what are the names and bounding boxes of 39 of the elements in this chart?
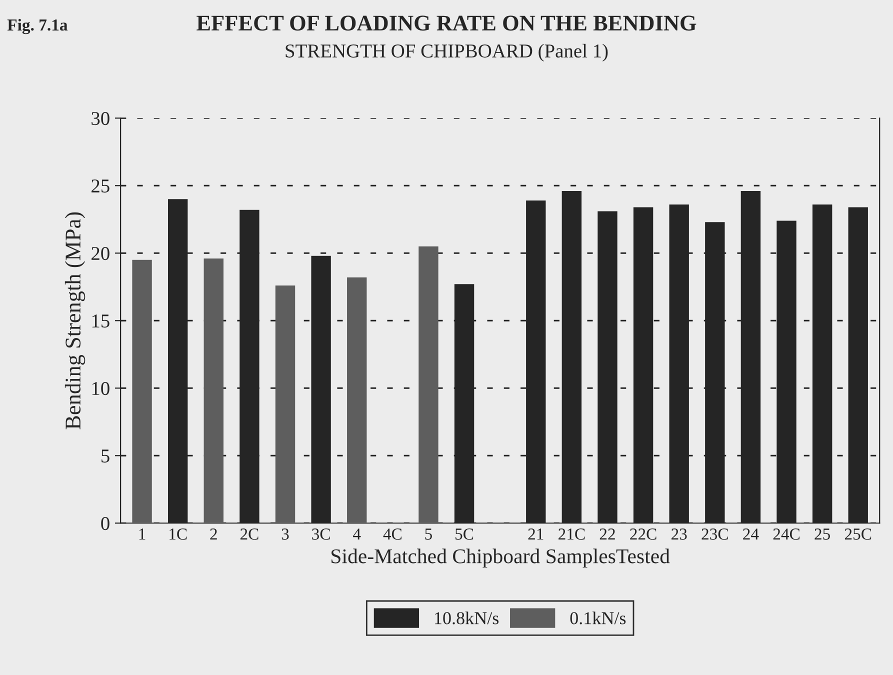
bar <box>275 286 296 524</box>
x-tick-label: 5C <box>456 528 474 540</box>
x-tick-label: 1 <box>139 528 146 540</box>
x-tick-label: 25 <box>814 528 830 540</box>
y-tick-label: 15 <box>92 314 110 328</box>
y-tick-label: 10 <box>92 382 110 396</box>
y-tick-label: 5 <box>102 450 110 463</box>
x-tick-label: 4C <box>383 528 402 540</box>
legend-label: 0.1kN/s <box>570 612 626 624</box>
y-tick-label: 20 <box>92 246 110 260</box>
x-tick-label: 23C <box>702 528 728 540</box>
x-tick-label: 2 <box>210 528 217 540</box>
x-tick-label: 2C <box>240 528 258 540</box>
bar <box>347 277 367 524</box>
y-tick-label: 25 <box>92 179 110 193</box>
caption: Fig. 7.1a <box>7 18 68 34</box>
chart-title: EFFECT OF LOADING RATE ON THE BENDING <box>196 16 696 31</box>
x-tick-label: 5 <box>425 528 432 540</box>
x-tick-label: 4 <box>353 528 361 540</box>
x-tick-label: 3 <box>282 528 289 540</box>
x-tick-label: 21C <box>558 528 585 540</box>
x-axis-title: Side-Matched Chipboard SamplesTested <box>332 548 670 568</box>
y-tick-label: 30 <box>92 112 110 126</box>
y-axis-title: Bending Strength (MPa) <box>64 212 86 430</box>
x-tick-label: 1C <box>170 528 187 540</box>
x-tick-label: 21 <box>528 528 544 540</box>
bar <box>132 260 152 524</box>
x-tick-label: 3C <box>312 528 330 540</box>
x-tick-label: 22 <box>600 528 615 540</box>
y-tick-label: 0 <box>101 516 110 530</box>
chart-subtitle: STRENGTH OF CHIPBOARD (Panel 1) <box>286 44 608 62</box>
bar <box>418 246 438 524</box>
bar <box>204 258 224 524</box>
x-tick-label: 22C <box>630 528 656 540</box>
x-tick-label: 25C <box>844 528 872 540</box>
x-tick-label: 23 <box>672 528 687 540</box>
legend-label: 10.8kN/s <box>435 612 499 624</box>
x-tick-label: 24 <box>743 528 759 540</box>
x-tick-label: 24C <box>773 528 800 540</box>
